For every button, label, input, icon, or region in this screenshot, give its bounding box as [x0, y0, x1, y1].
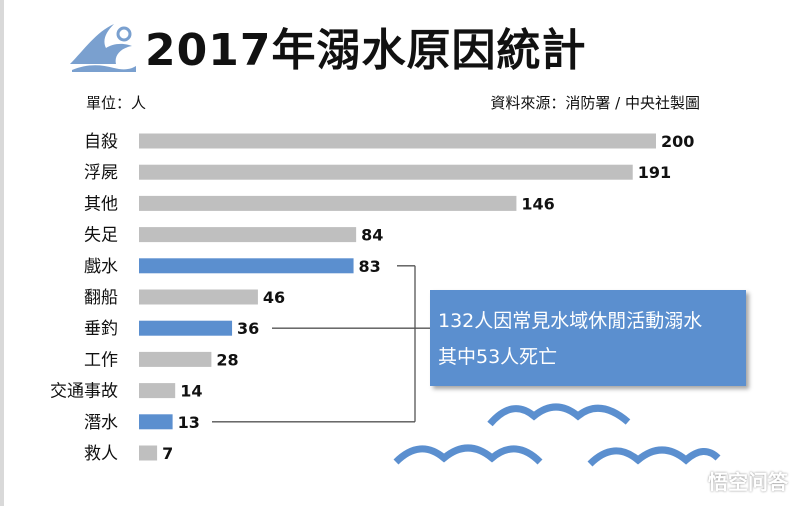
category-label: 工作: [84, 350, 118, 370]
category-label: 其他: [84, 194, 118, 214]
bar: [139, 445, 158, 461]
bar: [139, 258, 354, 274]
bar: [139, 351, 212, 367]
category-label: 交通事故: [50, 382, 118, 402]
category-label: 失足: [84, 226, 118, 246]
value-label: 146: [521, 194, 554, 213]
bar: [139, 320, 233, 336]
bar: [139, 195, 517, 211]
category-label: 翻船: [84, 288, 118, 308]
category-label: 戲水: [84, 257, 118, 277]
bar: [139, 289, 258, 305]
value-label: 191: [638, 163, 671, 182]
bar: [139, 227, 357, 243]
callout-line-1: 132人因常見水域休閒活動溺水: [438, 310, 703, 332]
wave-icon: [70, 24, 136, 72]
bar: [139, 383, 176, 399]
category-label: 自殺: [84, 132, 118, 152]
callout-line-2: 其中53人死亡: [438, 346, 558, 368]
category-label: 潛水: [84, 413, 118, 433]
value-label: 14: [180, 382, 202, 401]
value-label: 84: [361, 226, 383, 245]
value-label: 83: [359, 257, 381, 276]
value-label: 46: [263, 288, 285, 307]
value-label: 36: [237, 319, 259, 338]
category-label: 浮屍: [84, 163, 118, 183]
value-label: 200: [661, 132, 694, 151]
annotation-callout: 132人因常見水域休閒活動溺水 其中53人死亡: [430, 290, 746, 386]
bar: [139, 164, 633, 180]
watermark: 悟空问答: [708, 470, 788, 494]
left-frame-border: [0, 0, 4, 506]
source-label: 資料來源：消防署 / 中央社製圖: [490, 94, 700, 112]
page-title: 2017年溺水原因統計: [145, 25, 587, 76]
value-label: 13: [178, 413, 200, 432]
unit-label: 單位：人: [86, 94, 147, 112]
value-label: 7: [162, 444, 173, 463]
bar: [139, 133, 656, 149]
category-label: 垂釣: [84, 319, 118, 339]
category-label: 救人: [84, 444, 118, 464]
bar: [139, 414, 173, 430]
value-label: 28: [216, 350, 238, 369]
